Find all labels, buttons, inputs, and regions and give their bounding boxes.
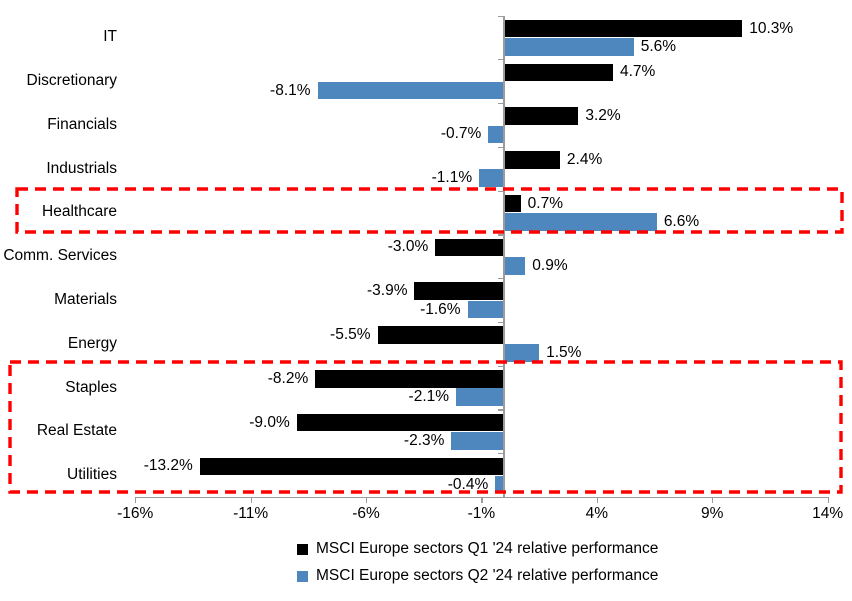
bar-series-2: [504, 344, 540, 363]
value-label: 0.9%: [532, 256, 568, 274]
bar-series-1: [377, 326, 505, 344]
value-label: 5.6%: [640, 37, 677, 55]
value-label: 6.6%: [663, 212, 700, 230]
y-axis-tick: [498, 190, 505, 192]
x-axis-tick: [827, 497, 829, 503]
bar-series-1: [315, 369, 505, 388]
legend-swatch: [297, 570, 308, 582]
category-label: IT: [103, 28, 117, 46]
value-label: -3.9%: [366, 282, 408, 300]
y-axis-tick: [498, 496, 505, 499]
bar-series-1: [414, 282, 505, 300]
value-label: 4.7%: [619, 63, 656, 81]
x-tick-label: -6%: [352, 505, 380, 522]
bar-series-1: [199, 457, 505, 476]
x-tick-label: -11%: [233, 505, 269, 522]
category-label: Industrials: [46, 159, 117, 177]
bar-series-1: [504, 107, 579, 125]
legend-label: MSCI Europe sectors Q2 '24 relative perf…: [316, 567, 659, 584]
x-tick-label: -1%: [467, 505, 496, 522]
x-tick-label: 9%: [701, 505, 724, 522]
bar-series-2: [504, 256, 526, 275]
x-tick-label: 4%: [585, 505, 609, 522]
y-axis-tick: [498, 146, 505, 148]
y-axis-tick: [498, 234, 505, 236]
x-axis-tick: [250, 497, 252, 503]
value-label: -9.0%: [249, 413, 290, 431]
bar-series-2: [456, 388, 505, 406]
bar-series-2: [317, 81, 505, 100]
highlight-box-1: [15, 187, 844, 234]
value-label: -1.6%: [420, 300, 461, 318]
bar-series-2: [488, 125, 505, 144]
category-label: Financials: [47, 115, 117, 133]
value-label: -0.7%: [440, 125, 482, 143]
bar-series-1: [435, 238, 505, 257]
category-label: Utilities: [67, 466, 117, 484]
y-axis-tick: [498, 59, 505, 61]
x-axis-tick: [481, 497, 483, 503]
value-label: -5.5%: [330, 325, 371, 343]
category-label: Energy: [67, 334, 117, 352]
value-label: 2.4%: [566, 150, 603, 168]
value-label: 1.5%: [546, 344, 582, 362]
value-label: 10.3%: [749, 19, 794, 37]
category-label: Staples: [65, 378, 117, 396]
category-label: Discretionary: [26, 72, 117, 90]
y-axis-line: [503, 15, 505, 497]
category-label: Real Estate: [36, 422, 117, 440]
y-axis-tick: [498, 278, 505, 280]
value-label: -2.1%: [408, 388, 450, 406]
category-label: Materials: [54, 291, 117, 308]
x-axis-tick: [135, 497, 137, 503]
bar-series-2: [451, 432, 505, 450]
bar-series-1: [504, 19, 743, 38]
value-label: -8.1%: [270, 81, 311, 99]
value-label: -3.0%: [387, 238, 429, 256]
x-axis-tick: [366, 497, 368, 503]
bar-series-1: [504, 194, 521, 213]
value-label: -0.4%: [447, 475, 489, 493]
y-axis-tick: [498, 409, 505, 411]
y-axis-tick: [498, 453, 505, 455]
y-axis-tick: [498, 103, 505, 105]
legend-label: MSCI Europe sectors Q1 '24 relative perf…: [316, 540, 659, 557]
x-axis-tick: [712, 497, 714, 503]
y-axis-tick: [498, 365, 505, 367]
legend-item: MSCI Europe sectors Q1 '24 relative perf…: [297, 540, 658, 558]
legend-swatch: [297, 543, 308, 555]
y-axis-tick: [498, 15, 505, 17]
value-label: 0.7%: [527, 194, 563, 212]
value-label: -13.2%: [143, 457, 193, 475]
category-label: Comm. Services: [3, 247, 117, 265]
y-axis-tick: [498, 321, 505, 324]
value-label: -1.1%: [431, 169, 473, 187]
category-label: Healthcare: [42, 203, 117, 221]
bar-series-1: [504, 151, 560, 169]
value-label: -8.2%: [267, 369, 309, 387]
value-label: 3.2%: [585, 107, 621, 125]
x-axis-tick: [596, 497, 598, 503]
bar-series-2: [479, 169, 505, 187]
value-label: -2.3%: [403, 431, 445, 449]
bar-series-2: [504, 213, 657, 231]
bar-series-2: [467, 300, 505, 319]
legend-item: MSCI Europe sectors Q2 '24 relative perf…: [297, 567, 658, 585]
x-tick-label: -16%: [117, 505, 154, 522]
x-tick-label: 14%: [812, 505, 844, 522]
bar-series-1: [504, 63, 613, 82]
bar-series-2: [504, 38, 634, 56]
bar-series-1: [296, 413, 505, 432]
